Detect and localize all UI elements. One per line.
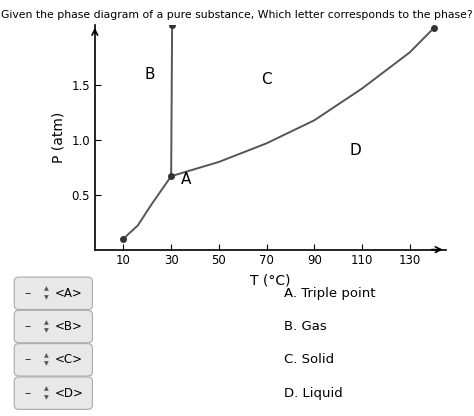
Text: ▲: ▲	[44, 386, 49, 391]
Text: ▼: ▼	[44, 328, 49, 333]
Text: A: A	[181, 172, 191, 187]
Text: D: D	[349, 144, 361, 158]
Text: <C>: <C>	[55, 353, 82, 366]
Text: ▲: ▲	[44, 287, 49, 292]
Text: ▲: ▲	[44, 353, 49, 358]
Text: Given the phase diagram of a pure substance, Which letter corresponds to the pha: Given the phase diagram of a pure substa…	[1, 10, 473, 20]
Text: C: C	[261, 72, 272, 87]
Text: <B>: <B>	[55, 320, 82, 333]
Text: <D>: <D>	[55, 386, 83, 400]
Text: D. Liquid: D. Liquid	[284, 386, 343, 400]
Text: ▼: ▼	[44, 395, 49, 400]
Text: B. Gas: B. Gas	[284, 320, 327, 333]
Text: <A>: <A>	[55, 287, 82, 300]
Text: ▲: ▲	[44, 320, 49, 325]
Text: –: –	[25, 386, 31, 400]
Text: A. Triple point: A. Triple point	[284, 287, 376, 300]
Text: C. Solid: C. Solid	[284, 353, 335, 366]
Y-axis label: P (atm): P (atm)	[52, 111, 66, 163]
Text: –: –	[25, 287, 31, 300]
Text: –: –	[25, 320, 31, 333]
X-axis label: T (°C): T (°C)	[250, 273, 291, 287]
Text: B: B	[145, 67, 155, 82]
Text: ▼: ▼	[44, 362, 49, 366]
Text: –: –	[25, 353, 31, 366]
Text: ▼: ▼	[44, 295, 49, 300]
